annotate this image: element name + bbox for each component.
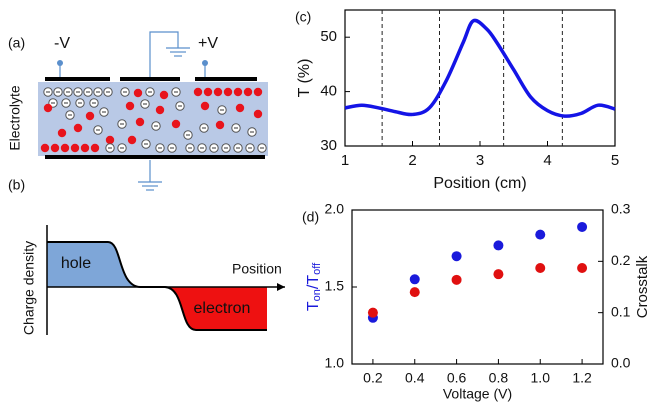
x-tick-label: 1.0: [531, 370, 551, 386]
y-axis-label-part: on: [311, 289, 323, 301]
x-tick-label: 4: [543, 152, 551, 169]
y-axis-label: Ton/Toff: [305, 262, 323, 311]
plot-frame: [344, 9, 616, 147]
data-point: [451, 274, 462, 285]
x-tick-label: 2: [408, 152, 416, 169]
x-axis-label: Voltage (V): [443, 386, 512, 402]
panel-label: (c): [295, 9, 311, 25]
electron-region: [165, 287, 267, 330]
data-point: [367, 307, 378, 318]
electrode-label: -V: [54, 35, 70, 52]
panel-label: (a): [8, 35, 25, 51]
data-point: [493, 269, 504, 280]
axis-label: Position: [232, 261, 282, 277]
panel-a: (a) -V +V Electrolyte: [7, 31, 268, 191]
x-tick-label: 5: [611, 152, 619, 169]
y-tick-label: 50: [320, 28, 337, 45]
axis-label: Charge density: [21, 241, 37, 335]
panel-label: (d): [302, 209, 319, 225]
data-point: [493, 240, 504, 251]
y-tick-label: 40: [320, 83, 337, 100]
y2-axis-label: Crosstalk: [634, 255, 651, 318]
y-tick-label: 30: [320, 137, 337, 154]
data-line: [344, 18, 616, 118]
data-point: [409, 274, 420, 285]
x-tick-label: 0.4: [405, 370, 425, 386]
y-tick-label: 2.0: [325, 201, 345, 217]
data-point: [409, 287, 420, 298]
data-point: [577, 263, 588, 274]
x-tick-label: 0.6: [447, 370, 467, 386]
y-axis-label-part: /T: [305, 275, 322, 289]
y-tick-label: 1.5: [325, 278, 345, 294]
y2-tick-label: 0.0: [611, 355, 631, 371]
data-point: [577, 221, 588, 232]
y2-tick-label: 0.2: [611, 252, 631, 268]
data-point: [535, 263, 546, 274]
x-tick-label: 0.8: [489, 370, 509, 386]
y-axis-label-part: off: [311, 262, 323, 275]
data-point: [535, 229, 546, 240]
y2-tick-label: 0.3: [611, 201, 631, 217]
charts: (c) 1 2 3 4 5 30 40 50 Position (cm) T (%) (d) 0.2 0.…: [295, 9, 651, 402]
electrode-label: +V: [198, 35, 218, 52]
data-point: [451, 251, 462, 262]
region-label: hole: [61, 255, 91, 272]
x-tick-label: 3: [476, 152, 484, 169]
x-axis-label: Position (cm): [433, 175, 526, 192]
panel-b: (b) Charge density Position hole electro…: [8, 177, 285, 335]
region-label: electron: [194, 300, 251, 317]
side-label: Electrolyte: [7, 85, 23, 151]
plot-frame: [351, 209, 604, 365]
x-tick-label: 1.2: [572, 370, 592, 386]
x-tick-label: 1: [341, 152, 349, 169]
panel-label: (b): [8, 177, 25, 193]
y-axis-label-part: T: [305, 301, 322, 311]
y-tick-label: 1.0: [325, 355, 345, 371]
x-tick-label: 0.2: [363, 370, 383, 386]
y2-tick-label: 0.1: [611, 303, 631, 319]
y-axis-label: T (%): [296, 59, 313, 98]
